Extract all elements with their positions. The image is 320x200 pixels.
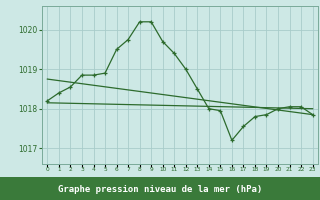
Text: Graphe pression niveau de la mer (hPa): Graphe pression niveau de la mer (hPa) [58, 185, 262, 194]
